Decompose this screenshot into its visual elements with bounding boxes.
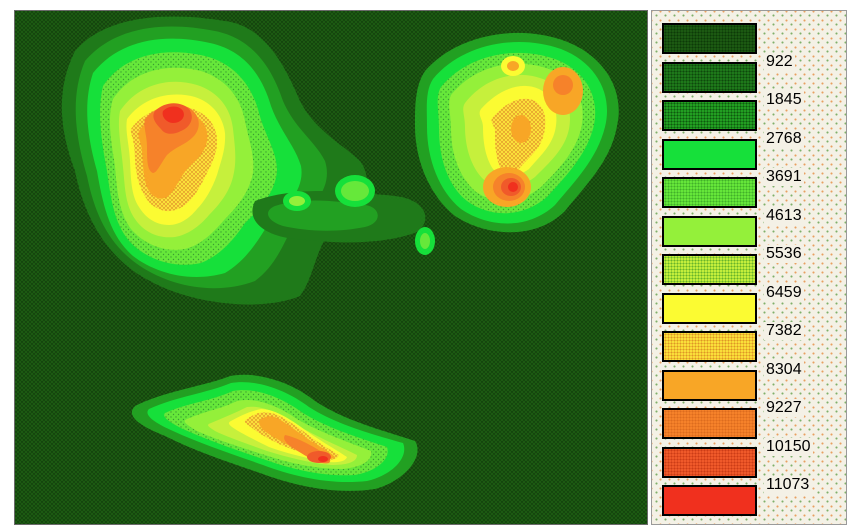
legend-swatch bbox=[662, 331, 757, 362]
legend-swatch bbox=[662, 254, 757, 285]
central-ridge bbox=[252, 175, 435, 255]
bottom-peak-region bbox=[131, 374, 418, 491]
legend-label: 9227 bbox=[764, 399, 804, 417]
legend-swatch bbox=[662, 369, 757, 401]
color-legend: 922 1845 2768 3691 4613 5536 6459 7382 8304 9227 1… bbox=[651, 10, 847, 525]
legend-swatch bbox=[662, 61, 757, 93]
contour-map-canvas bbox=[15, 11, 647, 524]
legend-swatch bbox=[662, 446, 757, 478]
legend-swatch bbox=[662, 215, 757, 247]
legend-label: 3691 bbox=[764, 168, 804, 186]
legend-label: 7382 bbox=[764, 322, 804, 340]
legend-label: 2768 bbox=[764, 129, 804, 148]
legend-swatch bbox=[662, 23, 757, 54]
legend-swatch bbox=[662, 138, 757, 170]
legend-swatch bbox=[662, 408, 757, 439]
right-peak-region bbox=[415, 32, 619, 233]
legend-label: 10150 bbox=[764, 437, 813, 456]
left-peak-region bbox=[61, 16, 367, 305]
legend-label: 6459 bbox=[764, 283, 804, 302]
legend-label: 11073 bbox=[764, 476, 812, 494]
legend-swatch bbox=[662, 177, 757, 208]
contour-map[interactable] bbox=[14, 10, 648, 525]
legend-label: 5536 bbox=[764, 245, 804, 263]
legend-label: 1845 bbox=[764, 91, 804, 109]
legend-label: 922 bbox=[764, 52, 795, 71]
legend-swatch bbox=[662, 485, 757, 516]
legend-label: 8304 bbox=[764, 360, 804, 379]
legend-label: 4613 bbox=[764, 206, 804, 225]
legend-swatch bbox=[662, 292, 757, 324]
legend-swatch bbox=[662, 100, 757, 131]
